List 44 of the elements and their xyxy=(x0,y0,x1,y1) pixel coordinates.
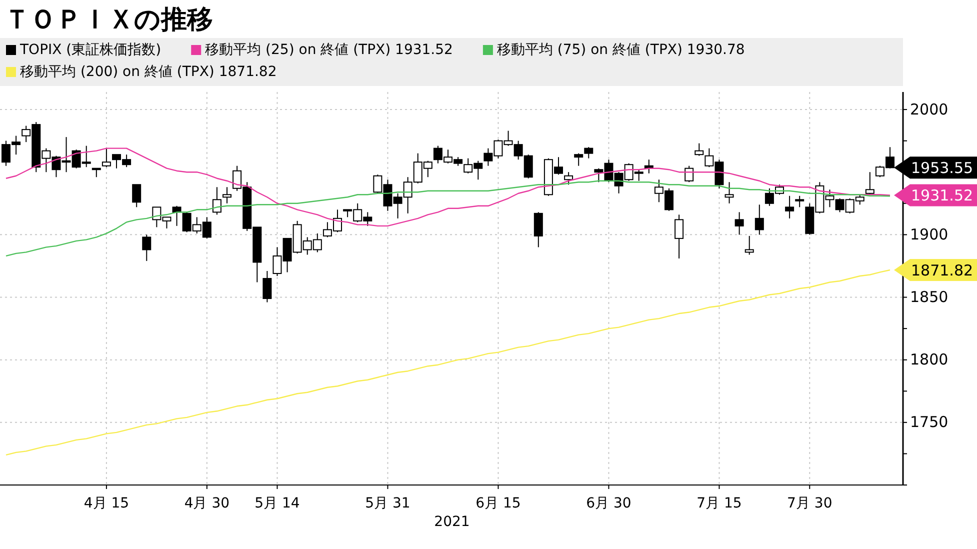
candlestick xyxy=(754,204,764,236)
candlestick xyxy=(865,172,874,196)
text: 1953.55 xyxy=(911,159,974,178)
x-tick-label: 7月 15 xyxy=(696,495,742,512)
candlestick xyxy=(785,195,794,219)
candlestick xyxy=(584,146,594,159)
candlestick xyxy=(222,186,232,204)
candlestick xyxy=(724,182,734,204)
candlestick xyxy=(262,270,272,303)
candlestick xyxy=(744,235,754,256)
x-tick-label: 6月 30 xyxy=(586,495,632,512)
candlestick xyxy=(684,165,694,183)
candlestick xyxy=(674,214,684,259)
x-tick-label: 5月 14 xyxy=(254,495,300,512)
candlestick xyxy=(102,148,111,168)
candlestick xyxy=(534,212,543,248)
x-tick-label: 6月 15 xyxy=(476,495,521,512)
x-tick-label: 7月 30 xyxy=(787,495,832,512)
x-tick-label: 4月 15 xyxy=(84,495,130,512)
legend-label: 移動平均 (75) on 終値 (TPX) 1930.78 xyxy=(496,42,745,58)
x-tick-label: 5月 31 xyxy=(365,495,410,512)
candlestick xyxy=(142,234,152,262)
candlestick xyxy=(795,195,804,208)
y-tick-label: 1900 xyxy=(910,225,948,244)
candlestick xyxy=(212,186,222,216)
y-tick-label: 1850 xyxy=(910,288,948,306)
legend-label: 移動平均 (25) on 終値 (TPX) 1931.52 xyxy=(205,42,453,58)
candlestick xyxy=(172,205,182,226)
candlestick xyxy=(574,152,584,166)
y-tick-label: 1750 xyxy=(910,413,948,432)
line-series xyxy=(5,269,891,456)
y-tick-label: 2000 xyxy=(910,100,948,118)
candlestick xyxy=(734,212,744,236)
data-label: 1931.52 xyxy=(911,186,974,205)
candlestick xyxy=(132,184,142,208)
chart-title: ＴＯＰＩＸの推移 xyxy=(4,5,213,35)
legend-label: 移動平均 (200) on 終値 (TPX) 1871.82 xyxy=(20,64,277,80)
x-tick-label: 4月 30 xyxy=(184,495,230,512)
legend-label: TOPIX (東証株価指数) xyxy=(19,42,162,58)
x-axis-title: 2021 xyxy=(434,514,470,530)
data-label: 1871.82 xyxy=(911,261,974,280)
candlestick xyxy=(564,172,574,186)
candlestick xyxy=(694,142,704,156)
y-tick-label: 1800 xyxy=(910,350,948,369)
